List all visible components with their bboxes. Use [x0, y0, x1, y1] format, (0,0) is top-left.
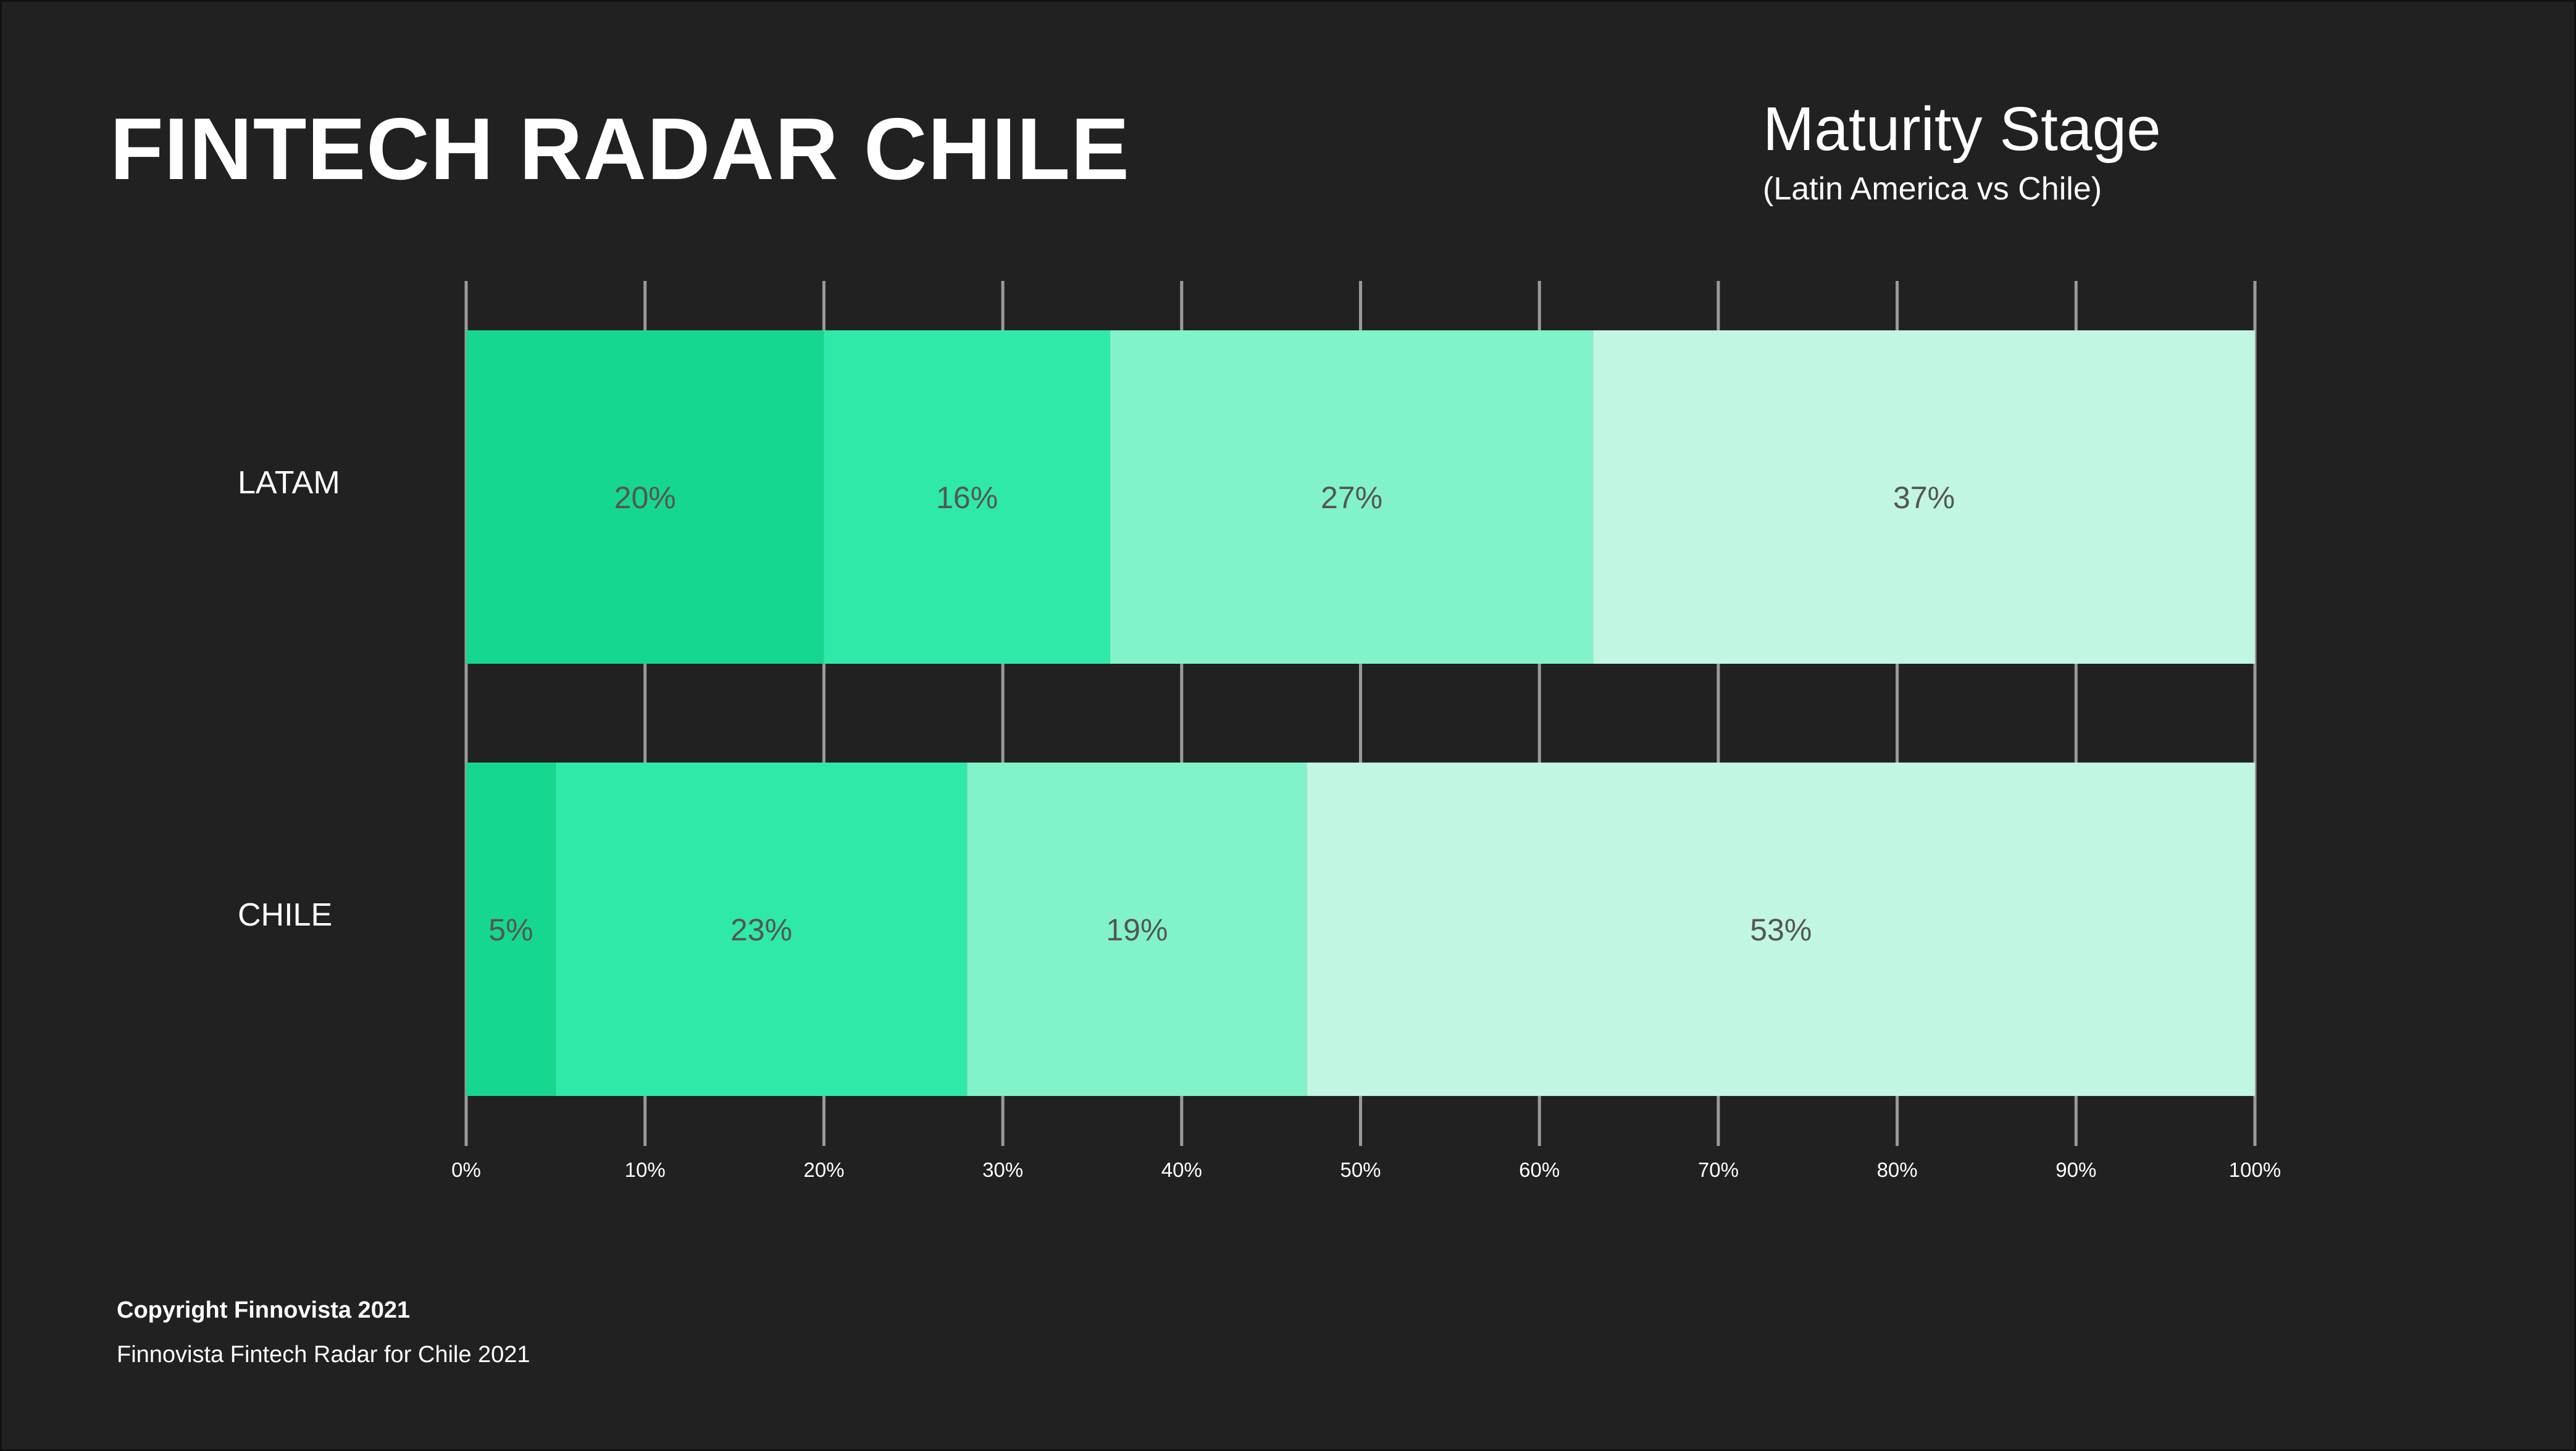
segment-label-latam-1: 20%: [614, 480, 676, 515]
x-tick-label-0: 0%: [451, 1158, 481, 1181]
x-tick-label-3: 30%: [982, 1158, 1023, 1181]
x-tick-label-7: 70%: [1698, 1158, 1739, 1181]
segment-label-chile-1: 5%: [488, 913, 533, 947]
bar-segment-chile-1: [466, 763, 556, 1096]
bar-segment-chile-2: [555, 763, 968, 1096]
x-tick-label-10: 100%: [2229, 1158, 2281, 1181]
chart-title: Maturity Stage: [1763, 94, 2161, 164]
bar-segment-latam-1: [466, 330, 824, 664]
segment-labels: 20% 16% 27% 37% 5% 23% 19% 53%: [488, 480, 1955, 947]
segment-label-latam-3: 27%: [1321, 480, 1382, 515]
x-tick-label-4: 40%: [1161, 1158, 1202, 1181]
x-tick-label-5: 50%: [1340, 1158, 1381, 1181]
bar-segment-latam-2: [824, 330, 1110, 664]
x-tick-label-9: 90%: [2055, 1158, 2096, 1181]
bar-segment-chile-3: [967, 763, 1307, 1096]
bar-segments: [466, 330, 2255, 1096]
x-tick-label-2: 20%: [803, 1158, 844, 1181]
x-tick-labels: 0% 10% 20% 30% 40% 50% 60% 70% 80% 90% 100%: [451, 1158, 2281, 1181]
segment-label-chile-3: 19%: [1106, 913, 1168, 947]
category-label-chile: CHILE: [238, 897, 332, 933]
segment-label-latam-4: 37%: [1893, 480, 1955, 515]
chart-subtitle: (Latin America vs Chile): [1763, 171, 2102, 207]
category-label-latam: LATAM: [238, 465, 340, 501]
x-tick-label-8: 80%: [1877, 1158, 1918, 1181]
x-tick-label-1: 10%: [625, 1158, 666, 1181]
footer-source: Finnovista Fintech Radar for Chile 2021: [117, 1342, 530, 1368]
page-title: FINTECH RADAR CHILE: [110, 100, 1130, 198]
bar-segment-latam-3: [1110, 330, 1594, 664]
segment-label-chile-2: 23%: [730, 913, 792, 947]
x-tick-label-6: 60%: [1519, 1158, 1560, 1181]
segment-label-chile-4: 53%: [1750, 913, 1812, 947]
bar-segment-latam-4: [1593, 330, 2255, 664]
bar-segment-chile-4: [1307, 763, 2255, 1096]
segment-label-latam-2: 16%: [936, 480, 998, 515]
category-labels: LATAM CHILE: [238, 465, 340, 933]
footer-copyright: Copyright Finnovista 2021: [117, 1297, 411, 1323]
